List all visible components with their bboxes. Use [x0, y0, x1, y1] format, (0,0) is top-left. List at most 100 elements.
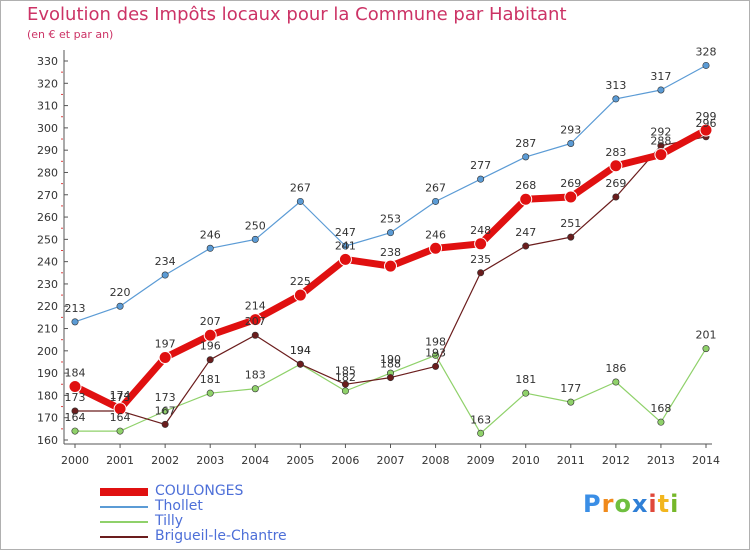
- data-label: 181: [200, 373, 221, 386]
- data-label: 225: [290, 275, 311, 288]
- data-label: 296: [696, 117, 717, 130]
- data-label: 268: [515, 179, 536, 192]
- y-tick-label: 260: [37, 211, 58, 224]
- data-point: [338, 252, 352, 266]
- data-point: [161, 407, 169, 415]
- data-point: [612, 378, 620, 386]
- data-point: [296, 360, 304, 368]
- y-tick-label: 240: [37, 256, 58, 269]
- data-label: 247: [335, 226, 356, 239]
- data-label: 173: [110, 391, 131, 404]
- data-point: [564, 190, 578, 204]
- data-point: [341, 242, 349, 250]
- data-point: [519, 192, 533, 206]
- data-point: [522, 242, 530, 250]
- x-tick-label: 2003: [196, 454, 224, 467]
- x-tick-label: 2014: [692, 454, 720, 467]
- data-point: [251, 385, 259, 393]
- x-tick-label: 2012: [602, 454, 630, 467]
- y-tick-label: 320: [37, 77, 58, 90]
- data-point: [429, 241, 443, 255]
- data-point: [161, 420, 169, 428]
- data-point: [113, 402, 127, 416]
- data-point: [206, 389, 214, 397]
- chart-subtitle: (en € et par an): [27, 28, 114, 41]
- data-label: 247: [515, 226, 536, 239]
- data-label: 190: [380, 353, 401, 366]
- data-point: [71, 407, 79, 415]
- logo-letter: o: [614, 490, 632, 518]
- data-point: [609, 159, 623, 173]
- data-point: [251, 331, 259, 339]
- legend-swatch: [100, 488, 148, 496]
- y-tick-label: 180: [37, 389, 58, 402]
- data-label: 293: [560, 123, 581, 136]
- legend-swatch: [100, 506, 148, 508]
- y-tick-label: 270: [37, 189, 58, 202]
- legend-swatch: [100, 536, 148, 538]
- data-label: 235: [470, 253, 491, 266]
- data-label: 186: [605, 362, 626, 375]
- logo-letter: t: [657, 490, 671, 518]
- data-point: [474, 237, 488, 251]
- x-tick-label: 2011: [557, 454, 585, 467]
- legend-label: Brigueil-le-Chantre: [155, 528, 287, 544]
- data-point: [158, 351, 172, 365]
- data-label: 167: [155, 404, 176, 417]
- data-label: 251: [560, 217, 581, 230]
- y-tick-label: 310: [37, 100, 58, 113]
- data-point: [203, 328, 217, 342]
- data-label: 213: [65, 302, 86, 315]
- data-point: [68, 379, 82, 393]
- legend-label: Tilly: [155, 513, 184, 529]
- data-label: 241: [335, 239, 356, 252]
- data-label: 168: [650, 402, 671, 415]
- y-tick-label: 300: [37, 122, 58, 135]
- data-point: [386, 229, 394, 237]
- logo-letter: i: [648, 490, 658, 518]
- data-point: [702, 345, 710, 353]
- data-point: [477, 269, 485, 277]
- data-point: [432, 197, 440, 205]
- x-tick-label: 2001: [106, 454, 134, 467]
- x-tick-label: 2008: [422, 454, 450, 467]
- data-label: 267: [425, 181, 446, 194]
- x-tick-label: 2007: [377, 454, 405, 467]
- data-point: [248, 313, 262, 327]
- data-label: 292: [650, 126, 671, 139]
- logo-letter: x: [631, 490, 649, 518]
- data-label: 207: [200, 315, 221, 328]
- y-tick-label: 230: [37, 278, 58, 291]
- data-point: [432, 351, 440, 359]
- x-tick-label: 2009: [467, 454, 495, 467]
- y-tick-label: 200: [37, 345, 58, 358]
- data-label: 173: [65, 391, 86, 404]
- data-label: 181: [515, 373, 536, 386]
- data-point: [251, 235, 259, 243]
- x-tick-label: 2010: [512, 454, 540, 467]
- data-point: [612, 193, 620, 201]
- logo-letter: r: [601, 490, 615, 518]
- data-label: 317: [650, 70, 671, 83]
- data-label: 234: [155, 255, 176, 268]
- data-label: 283: [605, 146, 626, 159]
- data-point: [386, 374, 394, 382]
- data-label: 185: [335, 364, 356, 377]
- y-tick-label: 190: [37, 367, 58, 380]
- data-label: 188: [380, 358, 401, 371]
- data-point: [567, 139, 575, 147]
- data-label: 198: [425, 335, 446, 348]
- logo-letter: P: [583, 490, 602, 518]
- data-label: 214: [245, 300, 266, 313]
- data-label: 250: [245, 219, 266, 232]
- proxiti-logo: Proxiti: [583, 490, 679, 518]
- data-label: 246: [425, 228, 446, 241]
- y-tick-label: 330: [37, 55, 58, 68]
- data-point: [567, 398, 575, 406]
- data-point: [702, 61, 710, 69]
- data-label: 164: [110, 411, 131, 424]
- data-label: 287: [515, 137, 536, 150]
- data-label: 183: [245, 369, 266, 382]
- data-point: [206, 244, 214, 252]
